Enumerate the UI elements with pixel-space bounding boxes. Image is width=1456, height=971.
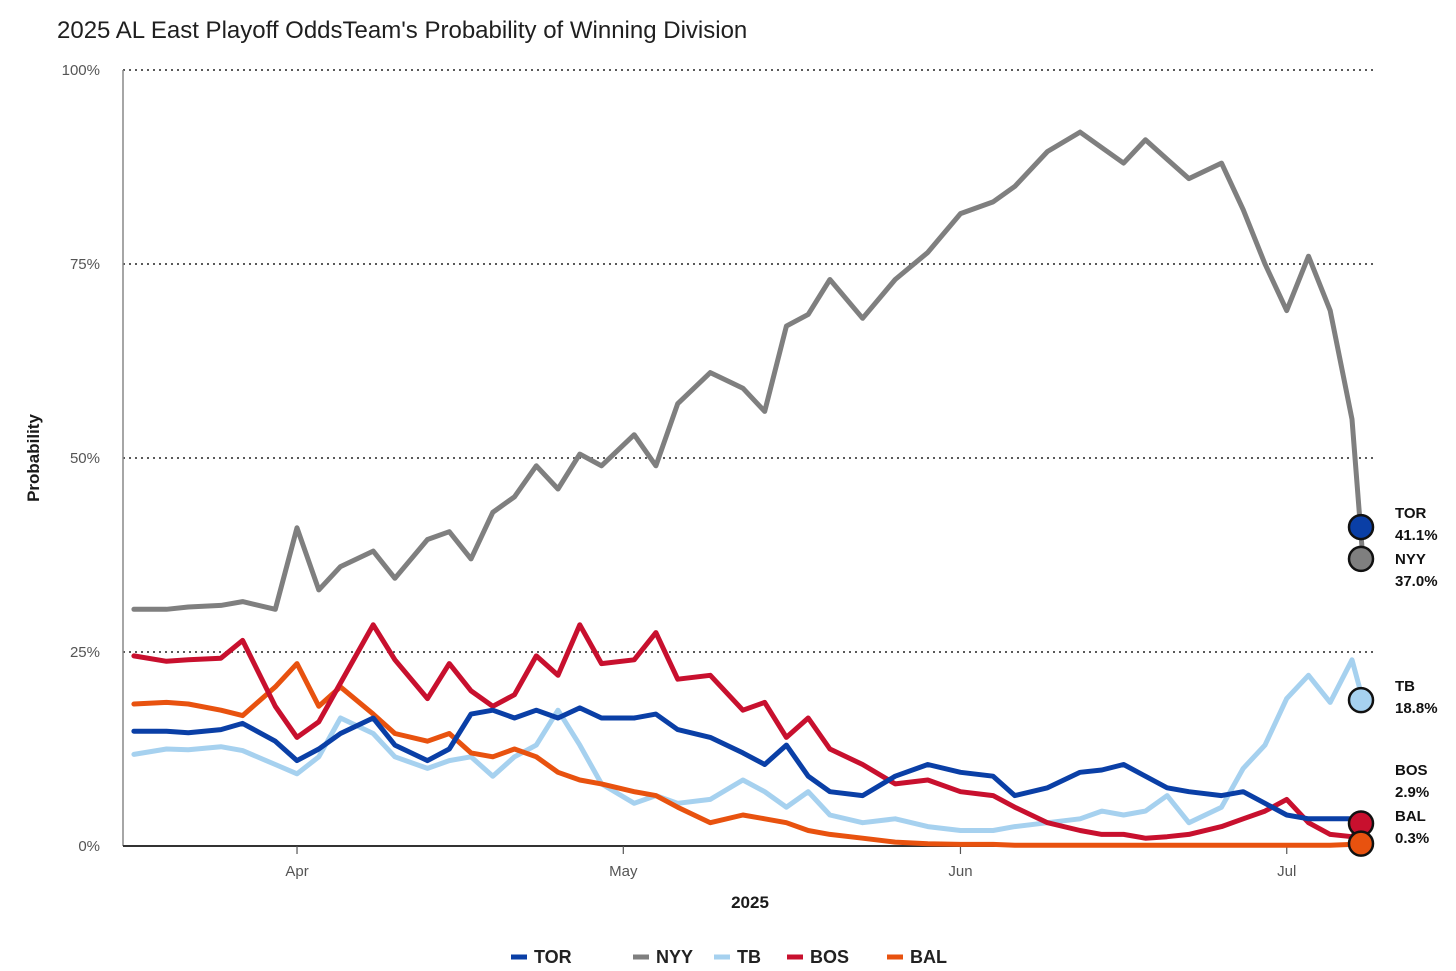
x-tick-labels: Apr May Jun Jul [285, 846, 1296, 880]
end-label-value-tor: 41.1% [1395, 527, 1438, 544]
y-tick-label: 75% [70, 256, 100, 273]
y-tick-label: 25% [70, 644, 100, 661]
y-tick-label: 50% [70, 450, 100, 467]
endpoint-marker-bal [1347, 830, 1375, 857]
x-tick-label: May [609, 863, 638, 880]
legend-label-bal: BAL [910, 947, 947, 967]
series-endpoints [1347, 513, 1375, 857]
series-line-tb [131, 657, 1366, 833]
legend-label-tb: TB [737, 947, 761, 967]
end-label-value-tb: 18.8% [1395, 700, 1438, 717]
x-axis-title: 2025 [731, 893, 769, 912]
series-line-nyy [131, 129, 1366, 612]
endpoint-marker-tor [1347, 513, 1375, 541]
gridlines [123, 69, 1377, 653]
chart-title: 2025 AL East Playoff OddsTeam's Probabil… [57, 17, 747, 44]
y-tick-label: 0% [78, 838, 100, 855]
x-tick-label: Jul [1277, 863, 1296, 880]
end-label-team-nyy: NYY [1395, 551, 1426, 568]
end-label-team-bal: BAL [1395, 808, 1426, 825]
y-tick-label: 100% [62, 62, 100, 79]
end-label-value-nyy: 37.0% [1395, 573, 1438, 590]
end-labels: TOR 41.1% NYY 37.0% TB 18.8% BOS 2.9% BAL 0.3% [1395, 505, 1438, 847]
legend: TOR NYY TB BOS BAL [511, 947, 947, 967]
series-lines [131, 129, 1366, 848]
end-label-team-tb: TB [1395, 678, 1415, 695]
legend-label-nyy: NYY [656, 947, 693, 967]
y-axis-title: Probability [24, 414, 43, 502]
y-tick-labels: 0% 25% 50% 75% 100% [62, 62, 100, 855]
endpoint-marker-nyy [1347, 545, 1375, 573]
end-label-team-bos: BOS [1395, 762, 1428, 779]
end-label-value-bos: 2.9% [1395, 784, 1429, 801]
x-tick-label: Jun [948, 863, 972, 880]
end-label-team-tor: TOR [1395, 505, 1427, 522]
endpoint-marker-tb [1347, 686, 1375, 714]
series-line-tor [131, 705, 1366, 822]
legend-label-bos: BOS [810, 947, 849, 967]
x-tick-label: Apr [285, 863, 308, 880]
series-line-bos [131, 622, 1366, 841]
series-line-bal [131, 661, 1366, 848]
end-label-value-bal: 0.3% [1395, 830, 1429, 847]
legend-label-tor: TOR [534, 947, 572, 967]
